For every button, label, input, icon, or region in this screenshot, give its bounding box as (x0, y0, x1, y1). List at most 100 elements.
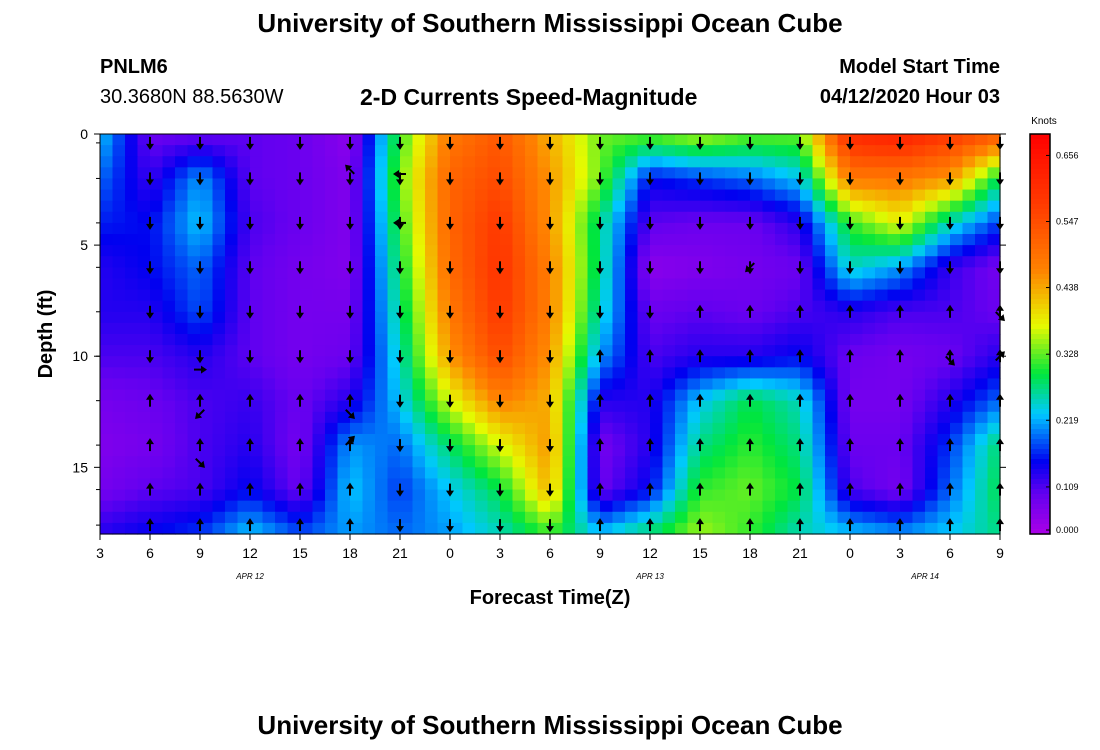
heatmap-cell (662, 422, 676, 435)
heatmap-cell (550, 467, 564, 480)
heatmap-cell (125, 211, 139, 224)
heatmap-cell (675, 389, 689, 402)
heatmap-cell (400, 411, 414, 424)
heatmap-cell (112, 445, 126, 457)
heatmap-cell (887, 356, 901, 368)
heatmap-cell (162, 434, 176, 446)
heatmap-cell (800, 178, 814, 191)
heatmap-cell (450, 422, 464, 435)
heatmap-cell (487, 245, 501, 257)
heatmap-cell (362, 522, 376, 535)
heatmap-cell (512, 334, 526, 346)
heatmap-cell (912, 300, 926, 313)
colorbar-segment (1030, 189, 1050, 195)
heatmap-cell (437, 500, 451, 513)
heatmap-cell (250, 411, 264, 424)
colorbar-segment (1030, 264, 1050, 270)
heatmap-cell (275, 400, 289, 413)
heatmap-cell (887, 456, 901, 468)
heatmap-cell (475, 511, 489, 524)
heatmap-cell (512, 267, 526, 280)
heatmap-cell (100, 489, 114, 502)
arrow-head (846, 179, 854, 186)
heatmap-cell (325, 245, 339, 257)
heatmap-cell (300, 134, 314, 146)
heatmap-cell (450, 145, 464, 157)
heatmap-cell (437, 345, 451, 357)
heatmap-cell (262, 289, 276, 302)
heatmap-cell (925, 378, 939, 391)
heatmap-cell (275, 189, 289, 202)
heatmap-cell (975, 389, 989, 402)
heatmap-cell (850, 456, 864, 468)
heatmap-cell (687, 278, 701, 291)
heatmap-cell (487, 400, 501, 413)
heatmap-cell (175, 300, 189, 313)
heatmap-cell (150, 289, 164, 302)
heatmap-cell (800, 522, 814, 535)
heatmap-cell (737, 389, 751, 402)
heatmap-cell (137, 378, 151, 391)
heatmap-cell (237, 378, 251, 391)
heatmap-cell (550, 245, 564, 257)
heatmap-cell (250, 522, 264, 535)
current-vector-arrow (345, 435, 355, 446)
heatmap-cell (250, 322, 264, 335)
heatmap-cell (237, 289, 251, 302)
arrow-head (446, 490, 454, 497)
heatmap-cell (737, 467, 751, 480)
heatmap-cell (862, 478, 876, 491)
heatmap-cell (662, 389, 676, 402)
heatmap-cell (575, 378, 589, 391)
heatmap-cell (987, 156, 1001, 168)
current-vector-arrow (846, 482, 854, 496)
heatmap-cell (725, 322, 739, 335)
heatmap-cell (475, 389, 489, 402)
arrow-head (396, 143, 404, 150)
arrow-head (396, 179, 404, 186)
heatmap-cell (787, 300, 801, 313)
heatmap-cell (712, 300, 726, 313)
heatmap-cell (100, 511, 114, 524)
heatmap-cell (637, 434, 651, 446)
heatmap-cell (387, 234, 401, 246)
heatmap-cell (400, 367, 414, 380)
heatmap-cell (487, 300, 501, 313)
current-vector-arrow (546, 483, 554, 497)
heatmap-cell (562, 378, 576, 391)
heatmap-cell (787, 200, 801, 213)
heatmap-cell (687, 245, 701, 257)
heatmap-cell (962, 356, 976, 368)
heatmap-cell (112, 367, 126, 380)
heatmap-cell (887, 178, 901, 191)
heatmap-cell (375, 267, 389, 280)
heatmap-cell (212, 467, 226, 480)
heatmap-cell (112, 211, 126, 224)
heatmap-cell (937, 345, 951, 357)
heatmap-cell (500, 478, 514, 491)
heatmap-cell (275, 267, 289, 280)
heatmap-cell (975, 256, 989, 268)
current-vector-arrow (196, 482, 204, 496)
heatmap-cell (137, 156, 151, 168)
heatmap-cell (700, 489, 714, 502)
heatmap-cell (112, 200, 126, 213)
heatmap-cell (887, 167, 901, 180)
heatmap-cell (525, 489, 539, 502)
heatmap-cell (675, 434, 689, 446)
current-vector-arrow (946, 438, 954, 452)
heatmap-cell (412, 500, 426, 513)
arrow-head (346, 482, 354, 489)
heatmap-cell (400, 300, 414, 313)
heatmap-cell (262, 167, 276, 180)
heatmap-cell (900, 367, 914, 380)
heatmap-cell (175, 445, 189, 457)
heatmap-cell (262, 511, 276, 524)
heatmap-cell (400, 378, 414, 391)
arrow-head (646, 518, 654, 525)
heatmap-cell (675, 334, 689, 346)
heatmap-cell (987, 222, 1001, 235)
heatmap-cell (575, 456, 589, 468)
heatmap-cell (650, 345, 664, 357)
heatmap-cell (812, 211, 826, 224)
